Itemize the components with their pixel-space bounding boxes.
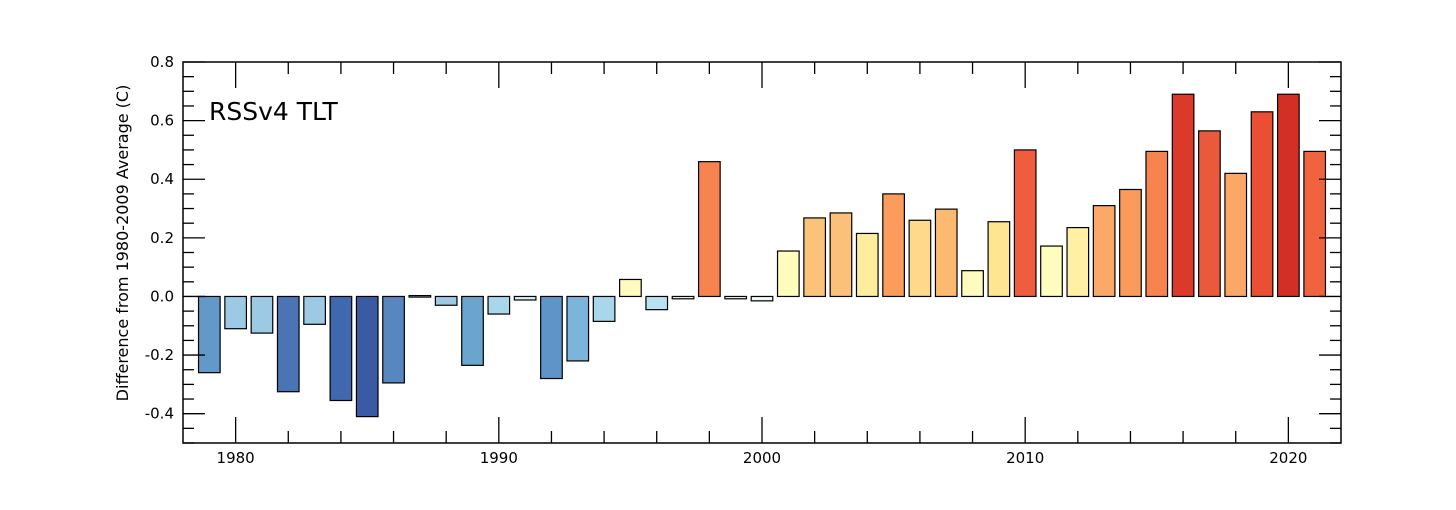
y-tick-label: 0.2 <box>150 229 174 247</box>
bar-2017 <box>1198 130 1221 298</box>
bar-2012 <box>1066 226 1090 298</box>
y-tick-label: 0.8 <box>150 53 174 71</box>
bar-2006 <box>908 219 932 298</box>
bar-1984 <box>329 295 353 402</box>
bar-1980 <box>224 295 248 330</box>
bar-1986 <box>382 295 405 384</box>
bar-2014 <box>1119 188 1142 298</box>
bar-2010 <box>1013 149 1037 298</box>
bar-1987 <box>408 294 432 298</box>
bar-1997 <box>671 295 695 300</box>
bar-1998 <box>697 161 721 298</box>
bar-1994 <box>592 295 616 322</box>
bar-2001 <box>776 250 800 298</box>
tick-labels: 1980 1990 2000 2010 2020 -0.4 -0.2 0.0 0.2 0.4 0.6… <box>145 53 1308 467</box>
bar-2003 <box>829 212 853 298</box>
x-tick-label-2020: 2020 <box>1269 449 1307 467</box>
x-tick-label-1980: 1980 <box>217 449 255 467</box>
bar-1985 <box>355 295 379 418</box>
bar-2002 <box>803 217 827 298</box>
plot-frame <box>182 61 1342 444</box>
x-tick-label-1990: 1990 <box>480 449 518 467</box>
bar-2009 <box>987 221 1011 298</box>
bar-1979 <box>197 295 221 374</box>
bar-1995 <box>619 278 642 298</box>
bar-1996 <box>645 295 669 311</box>
bar-2019 <box>1250 111 1274 298</box>
bar-2000 <box>750 295 774 302</box>
x-tick-label-2010: 2010 <box>1006 449 1044 467</box>
y-axis-title: Difference from 1980-2009 Average (C) <box>113 85 132 402</box>
bar-2015 <box>1145 150 1169 298</box>
bar-1991 <box>513 295 537 301</box>
bar-2007 <box>934 208 958 298</box>
bar-2020 <box>1276 93 1300 298</box>
y-tick-label: 0.4 <box>150 170 174 188</box>
bar-1983 <box>303 295 326 325</box>
bar-1992 <box>540 295 563 380</box>
y-tick-label: -0.2 <box>145 346 174 364</box>
bar-1988 <box>434 295 458 306</box>
bar-1989 <box>461 295 484 366</box>
y-tick-label: -0.4 <box>145 405 174 423</box>
bar-2004 <box>855 232 879 298</box>
bar-2005 <box>882 193 905 298</box>
bar-1990 <box>487 295 511 315</box>
bar-2011 <box>1040 245 1063 298</box>
bar-2018 <box>1224 172 1248 298</box>
bar-2016 <box>1171 93 1195 298</box>
bars <box>197 93 1327 418</box>
bar-2008 <box>961 270 984 298</box>
bar-1999 <box>724 295 748 300</box>
chart-title: RSSv4 TLT <box>209 97 339 126</box>
x-tick-label-2000: 2000 <box>743 449 781 467</box>
bar-2013 <box>1092 205 1116 298</box>
y-tick-label: 0.6 <box>150 112 174 130</box>
bar-1981 <box>250 295 274 334</box>
y-tick-label: 0.0 <box>150 287 174 305</box>
bar-1982 <box>276 295 300 393</box>
bar-1993 <box>566 295 590 362</box>
bar-2021 <box>1303 150 1327 298</box>
